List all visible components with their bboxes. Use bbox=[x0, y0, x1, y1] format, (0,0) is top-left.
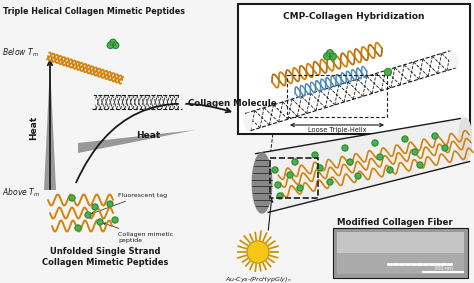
Bar bbox=[337, 253, 464, 274]
Text: Modified Collagen Fiber: Modified Collagen Fiber bbox=[337, 218, 453, 227]
Text: Heat: Heat bbox=[29, 116, 38, 140]
Text: CMP-Collagen Hybridization: CMP-Collagen Hybridization bbox=[283, 12, 425, 21]
Circle shape bbox=[329, 53, 336, 60]
Text: 300 nm: 300 nm bbox=[434, 266, 453, 271]
Ellipse shape bbox=[252, 153, 272, 213]
Bar bbox=[337, 232, 464, 257]
Circle shape bbox=[384, 68, 392, 76]
Circle shape bbox=[110, 39, 116, 46]
Circle shape bbox=[112, 42, 119, 48]
Polygon shape bbox=[256, 119, 470, 212]
Circle shape bbox=[272, 167, 278, 173]
Circle shape bbox=[377, 154, 383, 160]
Circle shape bbox=[432, 133, 438, 139]
Text: Unfolded Single Strand
Collagen Mimetic Peptides: Unfolded Single Strand Collagen Mimetic … bbox=[42, 247, 168, 267]
Text: Au-Cys-(ProHypGly)$_n$: Au-Cys-(ProHypGly)$_n$ bbox=[225, 275, 292, 283]
Text: Above $T_m$: Above $T_m$ bbox=[2, 187, 40, 199]
Circle shape bbox=[287, 172, 293, 178]
Circle shape bbox=[402, 136, 408, 142]
Polygon shape bbox=[44, 65, 56, 190]
Circle shape bbox=[75, 225, 81, 231]
Bar bbox=[287, 75, 387, 117]
Ellipse shape bbox=[89, 95, 95, 109]
Circle shape bbox=[97, 219, 103, 225]
Circle shape bbox=[317, 165, 323, 171]
Circle shape bbox=[327, 50, 334, 57]
Text: Fluorescent tag: Fluorescent tag bbox=[91, 192, 167, 214]
Circle shape bbox=[275, 182, 281, 188]
Circle shape bbox=[85, 212, 91, 218]
Circle shape bbox=[107, 42, 114, 48]
Bar bbox=[238, 4, 470, 134]
Circle shape bbox=[412, 149, 418, 155]
Circle shape bbox=[112, 217, 118, 223]
Circle shape bbox=[92, 204, 98, 210]
Text: Heat: Heat bbox=[136, 130, 160, 140]
Circle shape bbox=[247, 241, 269, 263]
Circle shape bbox=[372, 140, 378, 146]
Ellipse shape bbox=[449, 50, 458, 68]
Ellipse shape bbox=[244, 113, 252, 131]
Circle shape bbox=[69, 195, 75, 201]
Circle shape bbox=[442, 145, 448, 151]
Circle shape bbox=[277, 193, 283, 199]
Text: Loose Triple-Helix: Loose Triple-Helix bbox=[308, 127, 366, 133]
Text: Below $T_m$: Below $T_m$ bbox=[2, 47, 39, 59]
Ellipse shape bbox=[458, 118, 472, 162]
Circle shape bbox=[342, 145, 348, 151]
Circle shape bbox=[417, 162, 423, 168]
Bar bbox=[270, 158, 318, 198]
Ellipse shape bbox=[179, 95, 185, 109]
Circle shape bbox=[347, 159, 353, 165]
Circle shape bbox=[324, 53, 331, 60]
Circle shape bbox=[312, 152, 318, 158]
Circle shape bbox=[355, 173, 361, 179]
Circle shape bbox=[387, 167, 393, 173]
Circle shape bbox=[107, 201, 113, 207]
Text: Collagen Molecule: Collagen Molecule bbox=[188, 98, 277, 108]
Circle shape bbox=[292, 159, 298, 165]
Circle shape bbox=[327, 179, 333, 185]
Bar bbox=[333, 228, 468, 278]
Text: Collagen mimetic
peptide: Collagen mimetic peptide bbox=[103, 223, 173, 243]
Circle shape bbox=[297, 185, 303, 191]
Text: Triple Helical Collagen Mimetic Peptides: Triple Helical Collagen Mimetic Peptides bbox=[3, 7, 185, 16]
Polygon shape bbox=[78, 130, 195, 153]
